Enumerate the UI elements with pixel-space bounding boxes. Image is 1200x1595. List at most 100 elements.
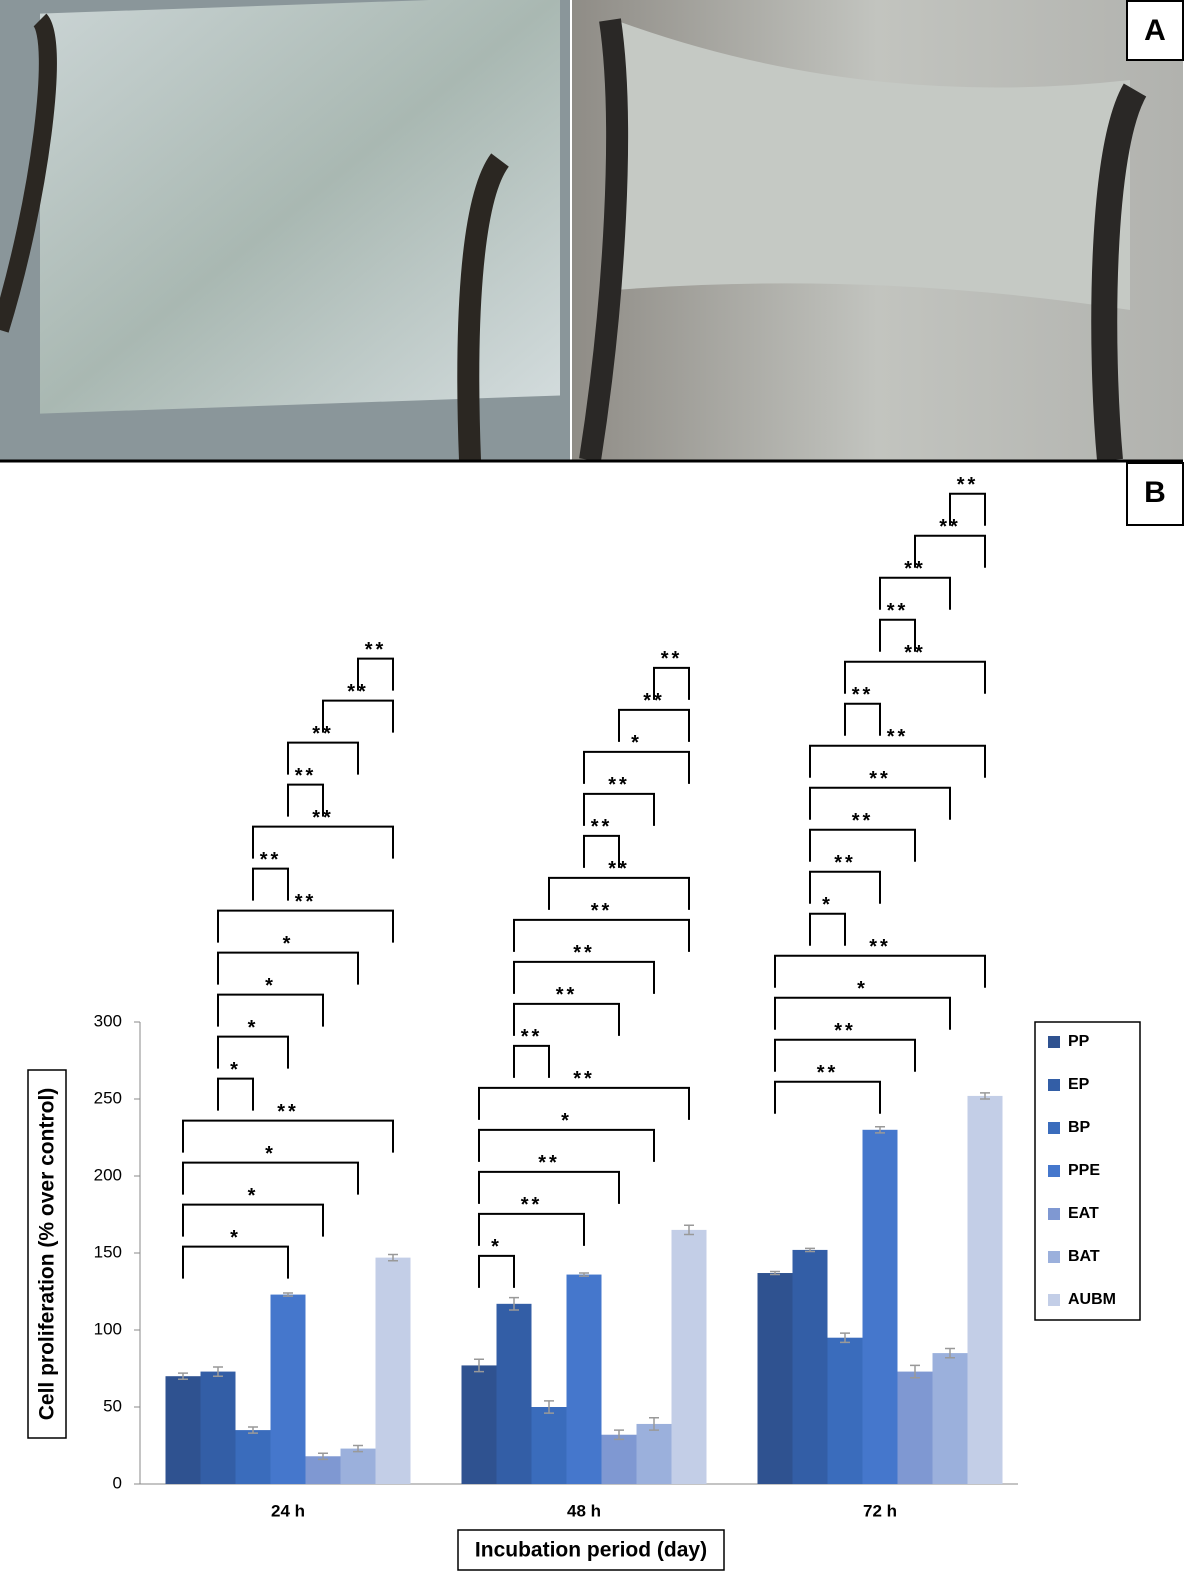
photo-right [572,0,1183,462]
significance-label: ** [538,1152,560,1174]
error-bar [649,1417,659,1431]
significance-label: ** [904,642,926,664]
significance-label: * [248,1185,259,1207]
bar [496,1303,532,1484]
significance-label: ** [312,723,334,745]
significance-label: ** [643,690,665,712]
error-bar [178,1372,188,1381]
y-tick-label: 50 [103,1396,122,1415]
legend-swatch [1048,1079,1060,1091]
bar [757,1273,793,1484]
significance-bracket [879,618,916,652]
significance-bracket [914,534,986,568]
significance-label: ** [260,849,282,871]
error-bar [509,1296,519,1311]
error-bar [388,1253,398,1262]
significance-bracket [287,741,359,775]
error-bar [318,1452,328,1461]
panel-box [1126,462,1184,526]
significance-bracket [182,1161,359,1195]
significance-label: ** [869,768,891,790]
significance-bracket [252,867,289,901]
significance-bracket [809,828,916,862]
significance-label: ** [573,1068,595,1090]
legend-swatch [1048,1036,1060,1048]
error-bar [248,1426,258,1434]
significance-label: * [491,1236,502,1258]
significance-bracket [809,744,986,778]
significance-bracket [217,909,394,943]
legend-label: BP [1068,1119,1091,1136]
y-tick-label: 300 [94,1011,122,1030]
significance-label: ** [852,684,874,706]
significance-label: ** [608,858,630,880]
x-tick-label: 72 h [863,1501,897,1520]
significance-bracket [618,708,690,742]
significance-bracket [182,1203,324,1237]
y-tick-label: 200 [94,1165,122,1184]
significance-bracket [252,825,394,859]
significance-label: ** [834,1020,856,1042]
bar [531,1407,567,1484]
significance-bracket [949,492,986,526]
bar [827,1337,863,1484]
significance-label: ** [521,1194,543,1216]
legend-swatch [1048,1165,1060,1177]
significance-bracket [478,1128,655,1162]
significance-label: * [631,732,642,754]
significance-label: ** [817,1062,839,1084]
y-title-box [27,1069,67,1439]
panel-label: B [1144,476,1166,509]
bar [636,1423,672,1484]
y-axis-title: Cell proliferation (% over control) [36,1088,59,1421]
significance-label: ** [277,1101,299,1123]
significance-bracket [774,996,951,1030]
legend-label: EAT [1068,1205,1099,1222]
significance-label: ** [521,1026,543,1048]
significance-label: * [822,894,833,916]
significance-bracket [774,954,986,988]
significance-bracket [478,1170,620,1204]
photo-left [0,0,570,461]
legend-label: EP [1068,1076,1090,1093]
legend-label: BAT [1068,1248,1100,1265]
significance-label: ** [312,807,334,829]
error-bar [283,1292,293,1297]
error-bar [980,1092,990,1100]
significance-bracket [182,1119,394,1153]
significance-bracket [583,750,690,784]
significance-bracket [774,1038,916,1072]
significance-label: ** [869,936,891,958]
significance-label: * [283,933,294,955]
error-bar [910,1364,920,1379]
significance-bracket [217,1035,289,1069]
bar [967,1095,1003,1484]
significance-bracket [217,1077,254,1111]
error-bar [840,1332,850,1344]
significance-bracket [217,993,324,1027]
significance-label: ** [365,639,387,661]
error-bar [770,1270,780,1276]
error-bar [684,1224,694,1236]
significance-bracket [809,786,951,820]
error-bar [945,1347,955,1359]
panel-label: A [1144,14,1166,47]
bar [270,1294,306,1484]
bar [566,1274,602,1484]
significance-bracket [844,660,986,694]
legend-swatch [1048,1294,1060,1306]
significance-bracket [513,918,690,952]
significance-bracket [774,1080,881,1114]
legend-label: AUBM [1068,1291,1116,1308]
significance-label: * [857,978,868,1000]
error-bar [213,1366,223,1377]
bar [601,1434,637,1484]
significance-label: ** [591,900,613,922]
significance-bracket [513,1044,550,1078]
significance-bracket [478,1254,515,1288]
bar [375,1257,411,1484]
bar [932,1353,968,1484]
significance-label: ** [957,474,979,496]
error-bar [544,1400,554,1414]
